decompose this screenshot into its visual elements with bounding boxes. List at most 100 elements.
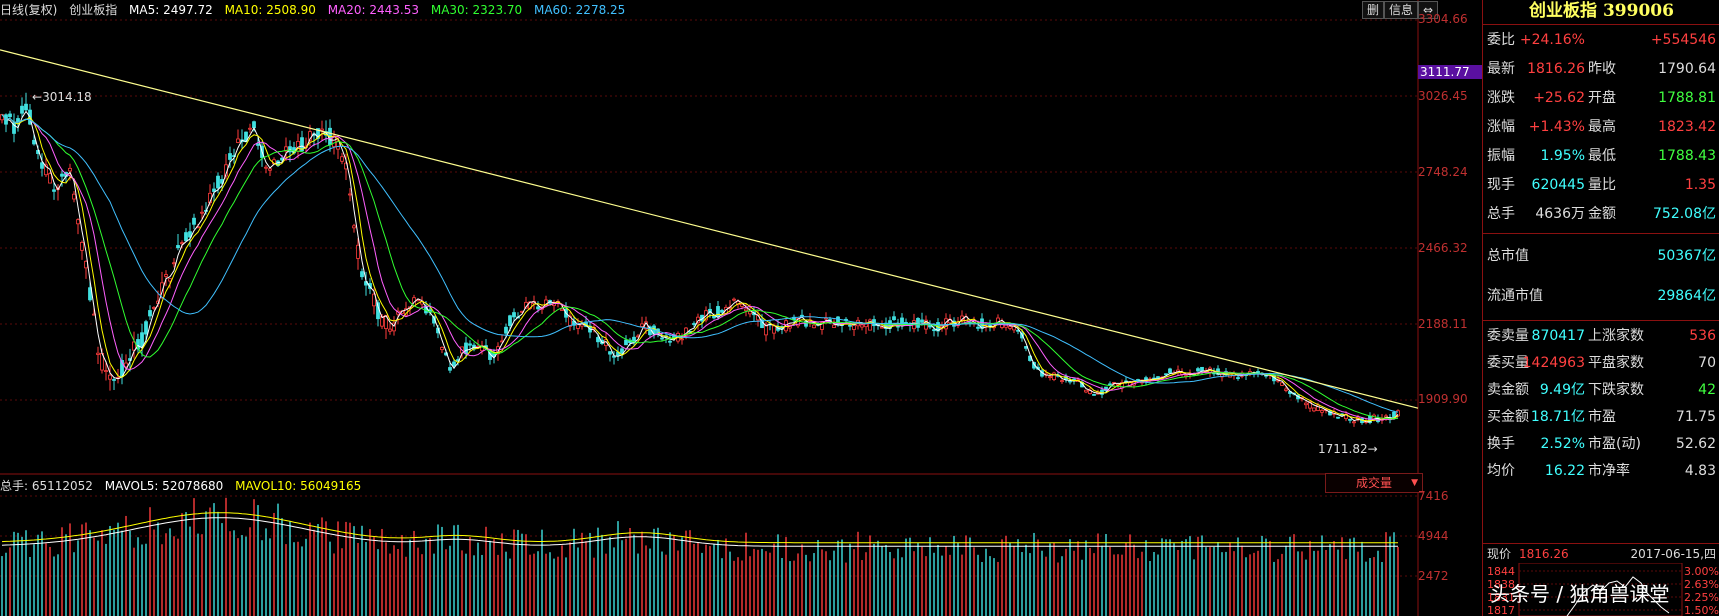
row-label: 市净率 (1588, 463, 1630, 479)
row-label: 昨收 (1588, 61, 1616, 77)
row-label: 开盘 (1588, 90, 1616, 106)
volume-indicator-select[interactable]: 成交量 ▼ (1325, 473, 1423, 493)
market-cap-row: 总市值 50367亿 (1483, 236, 1719, 276)
candle-body (432, 316, 436, 324)
stat-row: 委卖量 870417 上涨家数 536 (1483, 322, 1719, 351)
candle-body (24, 103, 28, 111)
mavol10-label: MAVOL10: 56049165 (235, 479, 362, 493)
candle-body (1304, 402, 1308, 406)
row-value: 70 (1698, 355, 1716, 371)
row-label: 量比 (1588, 177, 1616, 193)
low-annotation: 1711.82→ (1318, 442, 1378, 456)
row-label: 金额 (1588, 206, 1616, 222)
candle-body (720, 309, 724, 313)
candle-body (716, 306, 720, 318)
row-value: 1816.26 (1527, 61, 1585, 77)
quote-row: 涨跌 +25.62 开盘 1788.81 (1483, 84, 1719, 113)
candle-body (108, 374, 112, 380)
row-label: 总市值 (1487, 248, 1529, 264)
candle-body (132, 341, 136, 351)
candle-body (284, 146, 288, 152)
row-value: 1790.64 (1658, 61, 1716, 77)
ma30-line (1, 114, 1399, 420)
candle-body (1352, 421, 1356, 424)
ma-legend: 日线(复权) 创业板指 MA5: 2497.72 MA10: 2508.90 M… (0, 0, 633, 20)
caret-down-icon: ▼ (1411, 478, 1418, 488)
candle-body (184, 232, 188, 242)
candle-body (932, 329, 936, 332)
candle-body (124, 362, 128, 368)
candle-body (1396, 410, 1400, 417)
expand-button[interactable]: ⇔ (1418, 1, 1439, 19)
candle-body (20, 105, 24, 114)
kline-chart-area[interactable]: 日线(复权) 创业板指 MA5: 2497.72 MA10: 2508.90 M… (0, 0, 1482, 616)
low-value: 1711.82 (1318, 442, 1368, 456)
candle-body (60, 173, 64, 177)
row-value: 1424963 (1522, 355, 1585, 371)
row-label: 涨跌 (1487, 90, 1515, 106)
divider (1483, 233, 1719, 234)
kline-svg[interactable] (0, 0, 1482, 616)
ma20-label: MA20: 2443.53 (327, 3, 420, 17)
candle-body (236, 138, 240, 143)
candle-body (536, 306, 540, 310)
row-value: 620445 (1531, 177, 1585, 193)
market-cap-row: 流通市值 29864亿 (1483, 276, 1719, 316)
candle-body (76, 219, 80, 225)
candle-body (44, 164, 48, 176)
candle-body (624, 339, 628, 346)
row-value: 71.75 (1675, 409, 1716, 425)
panel-title: 创业板指 399006 (1529, 1, 1674, 21)
row-value: 1788.81 (1658, 90, 1716, 106)
candle-body (1312, 407, 1316, 412)
mini-date: 2017-06-15,四 (1630, 547, 1716, 561)
row-label: 最低 (1588, 148, 1616, 164)
quote-row: 最新 1816.26 昨收 1790.64 (1483, 55, 1719, 84)
price-tick: 1909.90 (1418, 392, 1468, 406)
mavol5-line (1, 517, 1398, 547)
mini-left-tick: 1844 (1487, 565, 1515, 578)
mini-price-value: 1816.26 (1519, 547, 1569, 561)
row-label: 平盘家数 (1588, 355, 1644, 371)
candle-body (464, 342, 468, 355)
candle-body (80, 241, 84, 251)
candle-body (1108, 383, 1112, 386)
candle-body (40, 162, 44, 169)
volume-tick: 2472 (1418, 569, 1449, 583)
period-label: 日线(复权) (0, 3, 58, 17)
candle-body (1156, 376, 1160, 379)
candle-body (1196, 368, 1200, 372)
candle-body (1320, 410, 1324, 413)
candle-body (32, 139, 36, 145)
candle-body (868, 319, 872, 331)
arrow-right-icon: → (1367, 442, 1378, 456)
candle-body (680, 338, 684, 341)
row-label: 流通市值 (1487, 288, 1543, 304)
candle-body (392, 322, 396, 332)
candle-body (812, 324, 816, 329)
candle-body (360, 271, 364, 278)
info-button[interactable]: 信息 (1384, 1, 1419, 19)
candle-body (1092, 394, 1096, 396)
row-value: 1.95% (1540, 148, 1585, 164)
volume-tick: 7416 (1418, 489, 1449, 503)
ma20-line (1, 114, 1399, 421)
candle-body (560, 308, 564, 311)
candle-body (820, 322, 824, 330)
ma10-label: MA10: 2508.90 (224, 3, 316, 17)
mavol10-line (1, 512, 1398, 544)
delete-button[interactable]: 删 (1362, 1, 1385, 19)
candle-body (228, 153, 232, 160)
candle-body (164, 274, 168, 277)
candle-body (1164, 373, 1168, 376)
divider (1483, 543, 1719, 544)
candle-body (708, 308, 712, 313)
row-value: 2.52% (1540, 436, 1585, 452)
candle-body (352, 225, 356, 229)
mini-chart-frame (1518, 563, 1683, 616)
row-label: 市盈(动) (1588, 436, 1641, 452)
row-value: 1788.43 (1658, 148, 1716, 164)
intraday-mini-chart[interactable]: 1844 3.00% 1838 2.63% 1831 2.25% 1817 1.50% (1483, 563, 1719, 616)
row-value: 50367亿 (1657, 248, 1716, 264)
candle-body (320, 128, 324, 131)
